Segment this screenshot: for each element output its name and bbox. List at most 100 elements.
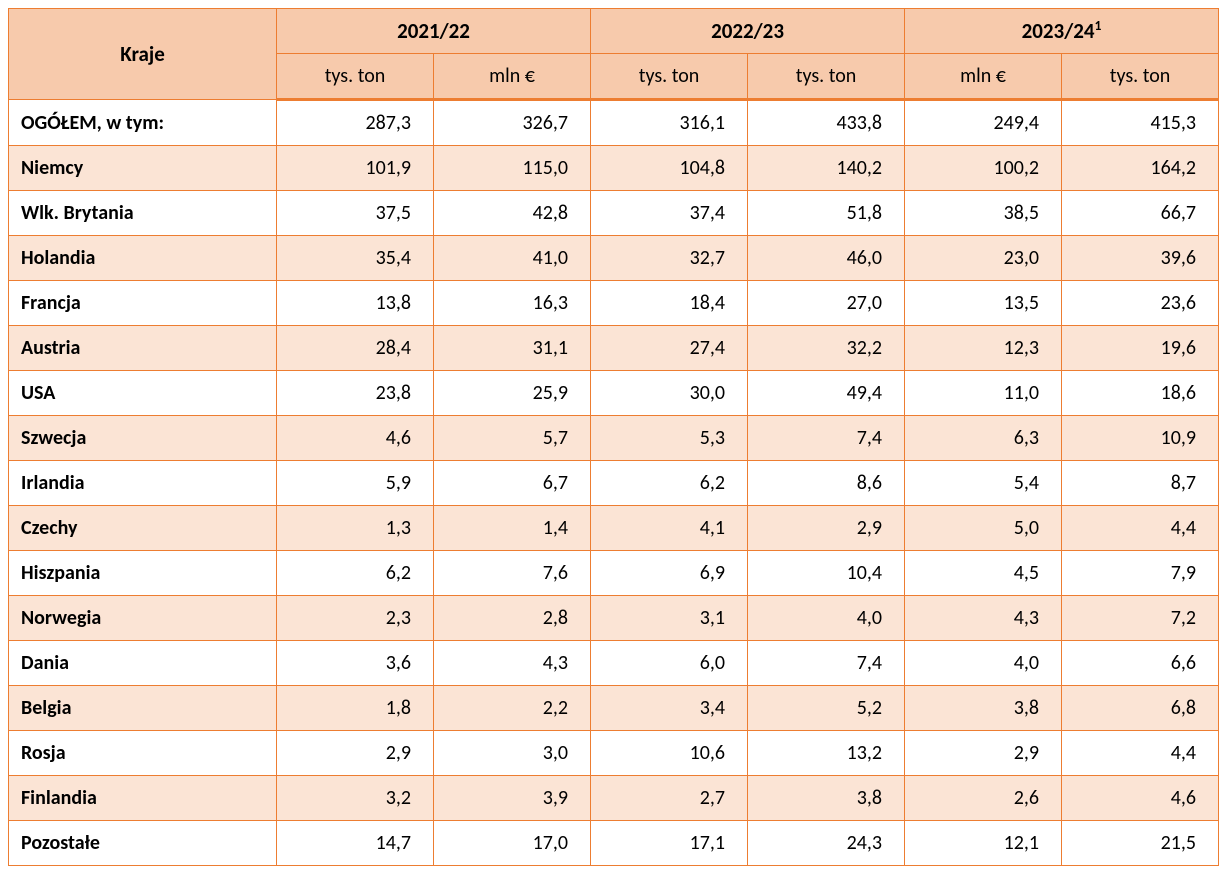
cell-value: 4,0 (905, 641, 1062, 686)
cell-value: 21,5 (1062, 821, 1219, 866)
cell-value: 5,4 (905, 461, 1062, 506)
row-label: Rosja (9, 731, 277, 776)
cell-value: 8,6 (748, 461, 905, 506)
row-label: Hiszpania (9, 551, 277, 596)
cell-value: 287,3 (277, 100, 434, 146)
cell-value: 25,9 (434, 371, 591, 416)
header-year-3-footnote: 1 (1095, 17, 1102, 34)
cell-value: 3,0 (434, 731, 591, 776)
cell-value: 249,4 (905, 100, 1062, 146)
cell-value: 101,9 (277, 146, 434, 191)
table-row: Niemcy101,9115,0104,8140,2100,2164,2 (9, 146, 1219, 191)
cell-value: 6,3 (905, 416, 1062, 461)
cell-value: 17,0 (434, 821, 591, 866)
table-row: Hiszpania6,27,66,910,44,57,9 (9, 551, 1219, 596)
row-label: Francja (9, 281, 277, 326)
cell-value: 4,6 (1062, 776, 1219, 821)
cell-value: 2,9 (905, 731, 1062, 776)
cell-value: 4,1 (591, 506, 748, 551)
cell-value: 23,0 (905, 236, 1062, 281)
cell-value: 19,6 (1062, 326, 1219, 371)
cell-value: 7,6 (434, 551, 591, 596)
cell-value: 5,7 (434, 416, 591, 461)
cell-value: 3,1 (591, 596, 748, 641)
table-row: Francja13,816,318,427,013,523,6 (9, 281, 1219, 326)
subhead-g1-a: tys. ton (277, 54, 434, 100)
row-label: Dania (9, 641, 277, 686)
table-row: Pozostałe14,717,017,124,312,121,5 (9, 821, 1219, 866)
cell-value: 3,8 (748, 776, 905, 821)
cell-value: 4,6 (277, 416, 434, 461)
cell-value: 13,2 (748, 731, 905, 776)
subhead-g3-b: tys. ton (1062, 54, 1219, 100)
cell-value: 7,4 (748, 416, 905, 461)
cell-value: 30,0 (591, 371, 748, 416)
cell-value: 46,0 (748, 236, 905, 281)
cell-value: 2,6 (905, 776, 1062, 821)
row-label: USA (9, 371, 277, 416)
cell-value: 23,8 (277, 371, 434, 416)
header-year-2: 2022/23 (591, 9, 905, 54)
row-label: Austria (9, 326, 277, 371)
row-label: Finlandia (9, 776, 277, 821)
cell-value: 1,8 (277, 686, 434, 731)
cell-value: 4,5 (905, 551, 1062, 596)
cell-value: 415,3 (1062, 100, 1219, 146)
cell-value: 51,8 (748, 191, 905, 236)
cell-value: 66,7 (1062, 191, 1219, 236)
cell-value: 35,4 (277, 236, 434, 281)
header-year-3-label: 2023/24 (1022, 18, 1095, 44)
cell-value: 5,0 (905, 506, 1062, 551)
cell-value: 164,2 (1062, 146, 1219, 191)
cell-value: 140,2 (748, 146, 905, 191)
row-label: Pozostałe (9, 821, 277, 866)
row-label: Szwecja (9, 416, 277, 461)
cell-value: 2,2 (434, 686, 591, 731)
cell-value: 2,7 (591, 776, 748, 821)
cell-value: 42,8 (434, 191, 591, 236)
cell-value: 4,4 (1062, 506, 1219, 551)
cell-value: 433,8 (748, 100, 905, 146)
cell-value: 6,2 (591, 461, 748, 506)
cell-value: 4,4 (1062, 731, 1219, 776)
cell-value: 5,2 (748, 686, 905, 731)
cell-value: 12,1 (905, 821, 1062, 866)
cell-value: 37,5 (277, 191, 434, 236)
cell-value: 5,9 (277, 461, 434, 506)
table-row: Austria28,431,127,432,212,319,6 (9, 326, 1219, 371)
cell-value: 3,4 (591, 686, 748, 731)
cell-value: 1,4 (434, 506, 591, 551)
cell-value: 12,3 (905, 326, 1062, 371)
cell-value: 13,5 (905, 281, 1062, 326)
cell-value: 18,6 (1062, 371, 1219, 416)
row-label: Norwegia (9, 596, 277, 641)
cell-value: 3,9 (434, 776, 591, 821)
header-year-1: 2021/22 (277, 9, 591, 54)
table-row: Irlandia5,96,76,28,65,48,7 (9, 461, 1219, 506)
cell-value: 6,8 (1062, 686, 1219, 731)
row-label: OGÓŁEM, w tym: (9, 100, 277, 146)
row-label: Irlandia (9, 461, 277, 506)
table-row: Holandia35,441,032,746,023,039,6 (9, 236, 1219, 281)
table-row: Belgia1,82,23,45,23,86,8 (9, 686, 1219, 731)
row-label: Holandia (9, 236, 277, 281)
cell-value: 316,1 (591, 100, 748, 146)
cell-value: 5,3 (591, 416, 748, 461)
cell-value: 18,4 (591, 281, 748, 326)
subhead-g3-a: mln € (905, 54, 1062, 100)
cell-value: 6,6 (1062, 641, 1219, 686)
cell-value: 7,4 (748, 641, 905, 686)
table-row: Czechy1,31,44,12,95,04,4 (9, 506, 1219, 551)
cell-value: 3,6 (277, 641, 434, 686)
cell-value: 39,6 (1062, 236, 1219, 281)
cell-value: 11,0 (905, 371, 1062, 416)
cell-value: 13,8 (277, 281, 434, 326)
table-row: Wlk. Brytania37,542,837,451,838,566,7 (9, 191, 1219, 236)
cell-value: 7,2 (1062, 596, 1219, 641)
cell-value: 41,0 (434, 236, 591, 281)
table-row: Rosja2,93,010,613,22,94,4 (9, 731, 1219, 776)
cell-value: 6,0 (591, 641, 748, 686)
cell-value: 2,3 (277, 596, 434, 641)
cell-value: 2,8 (434, 596, 591, 641)
subhead-g1-b: mln € (434, 54, 591, 100)
